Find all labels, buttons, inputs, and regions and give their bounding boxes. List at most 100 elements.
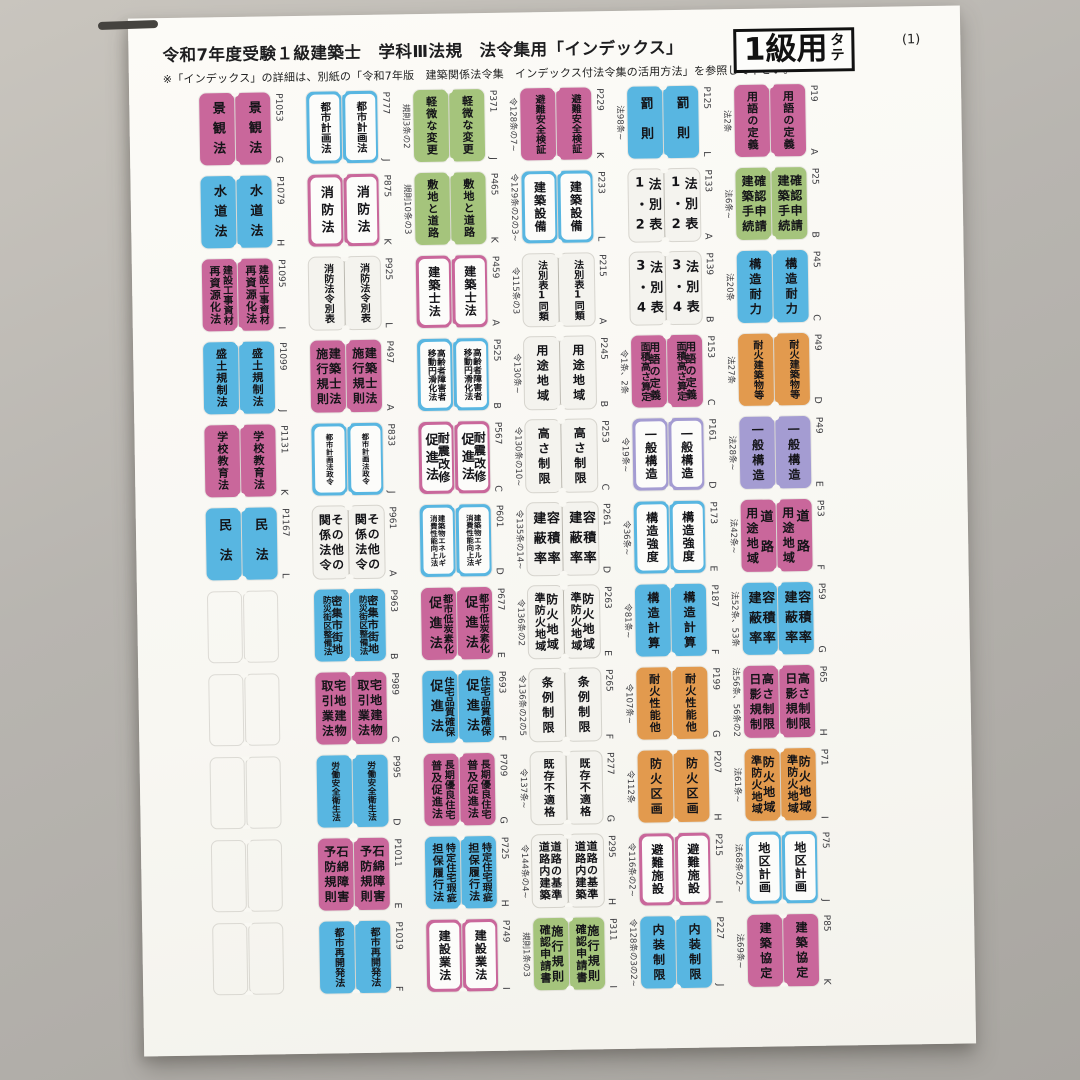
index-tab: その他の 関係法令 bbox=[348, 505, 385, 579]
index-tab: 一般構造 bbox=[668, 417, 705, 491]
statute-ref: 法2条 bbox=[721, 109, 732, 133]
tab-row: 都市再開発法 都市再開発法 P1019 F 建設業法 建設業法 P749 I 規則1条の3 施行規… bbox=[198, 913, 841, 996]
position-letter: I bbox=[500, 986, 512, 990]
position-letter: L bbox=[383, 322, 395, 328]
page-letter-col: P153 C bbox=[702, 334, 719, 406]
index-tab: 耐火性能他 bbox=[636, 667, 673, 740]
page-letter-col: P525 B bbox=[488, 338, 505, 410]
index-tab: 建築協定 bbox=[783, 913, 820, 987]
tab-sticker-pair: 道路の基準 道路内建築 道路の基準 道路内建築 bbox=[531, 834, 604, 908]
page-number: P233 bbox=[595, 171, 606, 194]
tab-sticker-pair: 都市再開発法 都市再開発法 bbox=[319, 920, 392, 994]
tab-group: 法27条 耐火建築物等 耐火建築物等 P49 D bbox=[724, 332, 832, 407]
tab-sticker-pair: 容積率 建蔽率 容積率 建蔽率 bbox=[526, 502, 599, 576]
index-tab: 罰則 bbox=[663, 85, 700, 159]
page-letter-col: P215 A bbox=[594, 253, 611, 325]
tab-sticker-pair: 学校教育法 学校教育法 bbox=[204, 424, 277, 498]
ref-spacer bbox=[292, 92, 307, 164]
index-sheet: 令和7年度受験１級建築士 学科Ⅲ法規 法令集用「インデックス」 ※「インデックス… bbox=[127, 5, 977, 1057]
empty-slot bbox=[193, 590, 301, 664]
tab-group: 法別表 3・4 法別表 3・4 P139 B bbox=[616, 251, 724, 325]
index-tab: 施行規則 確認申請書 bbox=[569, 917, 606, 990]
page-number: P311 bbox=[607, 918, 618, 941]
page-number: P749 bbox=[500, 919, 511, 943]
index-tab: 内装制限 bbox=[676, 915, 713, 989]
tab-group: 規則3条の2 軽微な変更 軽微な変更 P371 J bbox=[399, 89, 507, 163]
tab-group: 学校教育法 学校教育法 P1131 K bbox=[190, 424, 298, 498]
page-letter-col: P1095 I bbox=[273, 258, 290, 330]
page-number: P371 bbox=[487, 89, 498, 113]
page-number: P277 bbox=[604, 752, 615, 775]
index-tab: 消防法令別表 bbox=[344, 256, 381, 330]
page-letter-col: P725 H bbox=[496, 836, 513, 908]
statute-ref: 令136条の2 bbox=[515, 598, 526, 647]
index-tab: 容積率 建蔽率 bbox=[526, 502, 563, 576]
tab-sticker-pair: 避難施設 避難施設 bbox=[638, 832, 711, 906]
tab-sticker-pair: 高さ制限 日影規制 高さ制限 日影規制 bbox=[743, 664, 816, 739]
statute-ref: 法69条~ bbox=[734, 933, 745, 969]
page-letter-col: P1053 G bbox=[270, 92, 287, 164]
page-number: P139 bbox=[703, 252, 714, 276]
page-number: P215 bbox=[712, 833, 724, 857]
index-tab: 確認申請 建築手続 bbox=[771, 166, 808, 240]
position-letter: F bbox=[393, 985, 405, 992]
page-letter-col: P709 G bbox=[494, 753, 511, 825]
index-tab: 都市低炭素化 促進法 bbox=[456, 586, 494, 660]
index-tab: 消防法令別表 bbox=[308, 257, 345, 330]
ref-spacer bbox=[305, 922, 320, 994]
page-letter-col: P677 E bbox=[492, 587, 509, 659]
position-letter: H bbox=[606, 897, 618, 906]
ref-spacer bbox=[299, 507, 314, 579]
tab-group: 令130条~ 用途地域 用途地域 P245 B bbox=[510, 336, 618, 410]
page-letter-col: P459 A bbox=[487, 255, 504, 327]
statute-ref: 法42条~ bbox=[727, 518, 739, 554]
ref-spacer bbox=[186, 176, 201, 248]
statute-ref: 令136条の2の5 bbox=[516, 674, 528, 737]
index-tab: 高さ制限 bbox=[525, 419, 562, 493]
tab-group: 令116条の2~ 避難施設 避難施設 P215 I bbox=[625, 832, 733, 906]
statute-ref: 令128条の7~ bbox=[507, 97, 519, 152]
position-letter: F bbox=[496, 735, 508, 741]
index-tab: 耐火建築物等 bbox=[737, 333, 775, 407]
index-tab: 民法 bbox=[205, 507, 242, 581]
tab-group: 住宅品質確保 促進法 住宅品質確保 促進法 P693 F bbox=[408, 669, 516, 744]
tab-sticker-pair: その他の 関係法令 その他の 関係法令 bbox=[312, 505, 385, 579]
grade-badge-main: 1級用 bbox=[743, 30, 828, 68]
tab-group: 都市低炭素化 促進法 都市低炭素化 促進法 P677 E bbox=[407, 586, 515, 661]
index-tab: 石綿障害 予防規則 bbox=[317, 838, 354, 911]
page-letter-col: P49 E bbox=[810, 416, 827, 488]
ref-spacer bbox=[185, 93, 200, 165]
ref-spacer bbox=[412, 920, 427, 992]
tab-group: 消防法 消防法 P875 K bbox=[293, 173, 401, 247]
tab-sticker-pair: 既存不適格 既存不適格 bbox=[530, 751, 603, 825]
page-number: P187 bbox=[708, 584, 720, 608]
ref-spacer bbox=[616, 253, 631, 325]
position-letter: D bbox=[601, 565, 613, 574]
index-tab: 労働安全衛生法 bbox=[316, 755, 353, 828]
tab-group: 法6条~ 確認申請 建築手続 確認申請 建築手続 P25 B bbox=[721, 166, 829, 241]
page-number: P49 bbox=[813, 416, 824, 434]
statute-ref: 規則1条の3 bbox=[520, 931, 531, 977]
position-letter: G bbox=[497, 816, 510, 824]
tab-group: 令112条 防火区画 防火区画 P207 H bbox=[623, 749, 731, 823]
index-tab: 宅地建物 取引業法 bbox=[351, 671, 388, 745]
tab-group: 石綿障害 予防規則 石綿障害 予防規則 P1011 E bbox=[304, 837, 412, 911]
page-letter-col: P71 I bbox=[815, 748, 832, 820]
page-letter-col: P233 L bbox=[592, 170, 609, 242]
index-tab: 都市計画法 bbox=[342, 90, 379, 164]
statute-ref: 令115条の3 bbox=[509, 266, 521, 315]
tab-group: 令115条の3 法別表1同類 法別表1同類 P215 A bbox=[509, 253, 617, 327]
index-tab: 学校教育法 bbox=[204, 424, 241, 498]
page-number: P1131 bbox=[278, 425, 289, 454]
index-tab: 都市計画法政令 bbox=[347, 422, 384, 496]
index-tab: 防火区画 bbox=[673, 749, 710, 823]
page-number: P1167 bbox=[279, 508, 291, 537]
tab-group: 法42条~ 道路 用途地域 道路 用途地域 P53 F bbox=[727, 498, 835, 573]
tab-group: 法69条~ 建築協定 建築協定 P85 K bbox=[733, 913, 841, 988]
position-letter: C bbox=[599, 483, 611, 491]
tab-sticker-pair: 都市低炭素化 促進法 都市低炭素化 促進法 bbox=[420, 586, 494, 661]
index-tab: その他の 関係法令 bbox=[312, 506, 349, 579]
tab-row: 密集市街地 防災街区整備法 密集市街地 防災街区整備法 P963 B 都市低炭素化 促進法 都市… bbox=[193, 581, 836, 664]
tab-sticker-pair: 罰則 罰則 bbox=[627, 85, 700, 159]
tab-sticker-pair: 建築士法 建築士法 bbox=[415, 254, 488, 329]
